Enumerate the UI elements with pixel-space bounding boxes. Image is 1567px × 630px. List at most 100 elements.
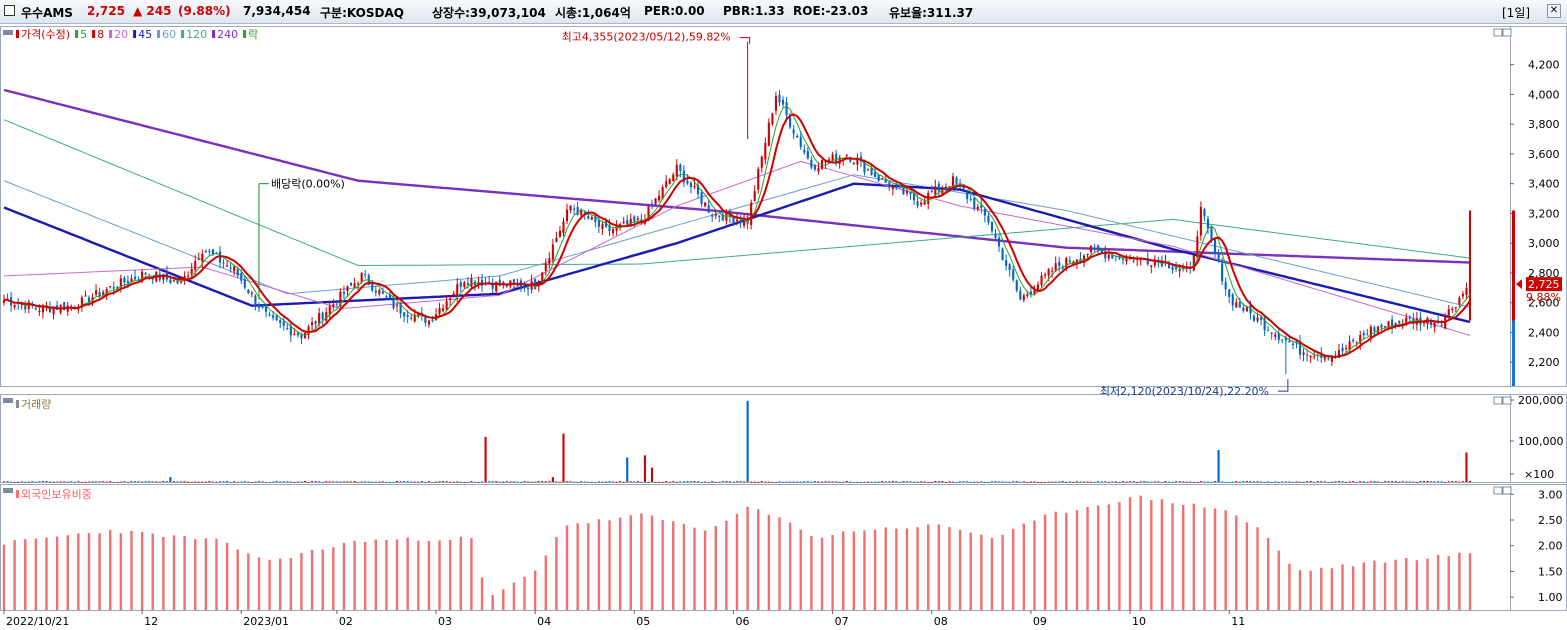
candle-body (916, 201, 919, 206)
volume-bar (1164, 481, 1167, 482)
candle-body (1097, 245, 1100, 251)
foreign-bar (395, 539, 399, 610)
candle-body (385, 296, 388, 298)
volume-bar (530, 481, 533, 483)
close-icon[interactable]: ✕ (1547, 4, 1561, 18)
period-selector[interactable]: [1일] (1502, 6, 1531, 20)
volume-bar (1256, 481, 1259, 483)
candle-body (895, 184, 898, 186)
candle-body (711, 214, 714, 217)
volume-bar (920, 481, 923, 483)
candle-body (133, 276, 137, 280)
candle-body (1433, 321, 1436, 328)
foreign-bar (1107, 504, 1111, 610)
candle-body (197, 259, 200, 261)
foreign-bar (1277, 550, 1280, 610)
y-tick-label: 2,600 (1528, 297, 1560, 310)
candle-body (1408, 316, 1411, 319)
candle-body (835, 153, 838, 162)
candle-body (417, 313, 420, 316)
checkbox-icon[interactable] (4, 5, 15, 16)
volume-bar (222, 481, 225, 483)
legend-item-4: 45 (138, 28, 152, 41)
candle-body (392, 298, 395, 309)
candle-body (1458, 297, 1461, 305)
volume-bar (91, 481, 94, 483)
candle-body (229, 267, 232, 269)
candle-body (194, 261, 197, 270)
volume-bar (881, 481, 884, 482)
volume-bar (208, 481, 211, 482)
price-panel-axis (1510, 26, 1567, 387)
foreign-bar (427, 541, 431, 610)
foreign-bar (746, 506, 749, 610)
volume-bar (1440, 481, 1443, 483)
candle-body (884, 179, 887, 183)
candle-body (622, 221, 625, 224)
foreign-bar (417, 540, 420, 610)
volume-bar (250, 481, 253, 483)
foreign-bar (842, 531, 845, 610)
volume-bar (509, 481, 512, 483)
candle-body (555, 238, 558, 242)
volume-bar (1394, 481, 1397, 482)
volume-bar (601, 481, 604, 483)
volume-bar (105, 481, 108, 483)
candle-body (34, 308, 37, 310)
foreign-bar (661, 519, 664, 610)
candle-body (339, 291, 342, 307)
candle-body (757, 169, 760, 190)
candle-body (399, 302, 402, 314)
volume-bar (1316, 481, 1319, 482)
volume-bar (1167, 481, 1171, 483)
candle-body (544, 263, 547, 271)
candle-body (346, 285, 349, 292)
volume-bar (944, 481, 947, 483)
foreign-bar (1181, 504, 1185, 610)
candle-body (272, 315, 275, 318)
volume-bar (1029, 481, 1032, 483)
foreign-tick-label: 2.50 (1538, 514, 1563, 527)
candle-body (590, 216, 593, 220)
foreign-bar (1309, 570, 1312, 610)
volume-bar (725, 481, 728, 482)
roe-label: ROE:-23.03 (793, 4, 869, 18)
foreign-bar (757, 509, 760, 610)
foreign-bar (438, 540, 441, 610)
volume-bar (512, 481, 515, 483)
volume-bar (1203, 481, 1206, 483)
x-tick-label: 2022/10/21 (6, 615, 69, 628)
foreign-bar (523, 576, 526, 610)
volume-bar (537, 481, 540, 482)
volume-bar (1337, 481, 1341, 482)
candle-body (597, 220, 600, 227)
candle-body (105, 289, 108, 294)
volume-bar (452, 481, 455, 483)
volume-bar (969, 481, 972, 483)
candle-body (1451, 308, 1454, 310)
current-price: 2,725 (87, 4, 125, 18)
x-tick-label: 12 (144, 615, 158, 628)
legend-swatch (109, 30, 113, 38)
candle-body (1111, 255, 1114, 259)
foreign-bar (1128, 497, 1132, 610)
volume-bar (346, 481, 349, 483)
candle-body (371, 283, 374, 291)
foreign-bar (693, 527, 696, 610)
volume-bar (679, 481, 682, 483)
volume-bar (1072, 481, 1075, 483)
candle-body (1337, 350, 1341, 359)
volume-bar (735, 481, 739, 483)
volume-bar (1139, 481, 1142, 483)
candle-body (941, 188, 944, 195)
volume-bar (1249, 481, 1252, 482)
volume-bar (349, 481, 353, 483)
legend-item-7: 240 (217, 28, 238, 41)
candle-body (77, 308, 80, 310)
candle-body (718, 216, 721, 218)
foreign-bar (459, 536, 462, 610)
volume-bar (757, 481, 760, 483)
volume-bar (289, 481, 292, 483)
stock-chart[interactable]: 4,200 4,000 3,800 3,600 3,400 3,200 3,000 2,800… (0, 24, 1567, 630)
volume-bar (707, 481, 710, 483)
